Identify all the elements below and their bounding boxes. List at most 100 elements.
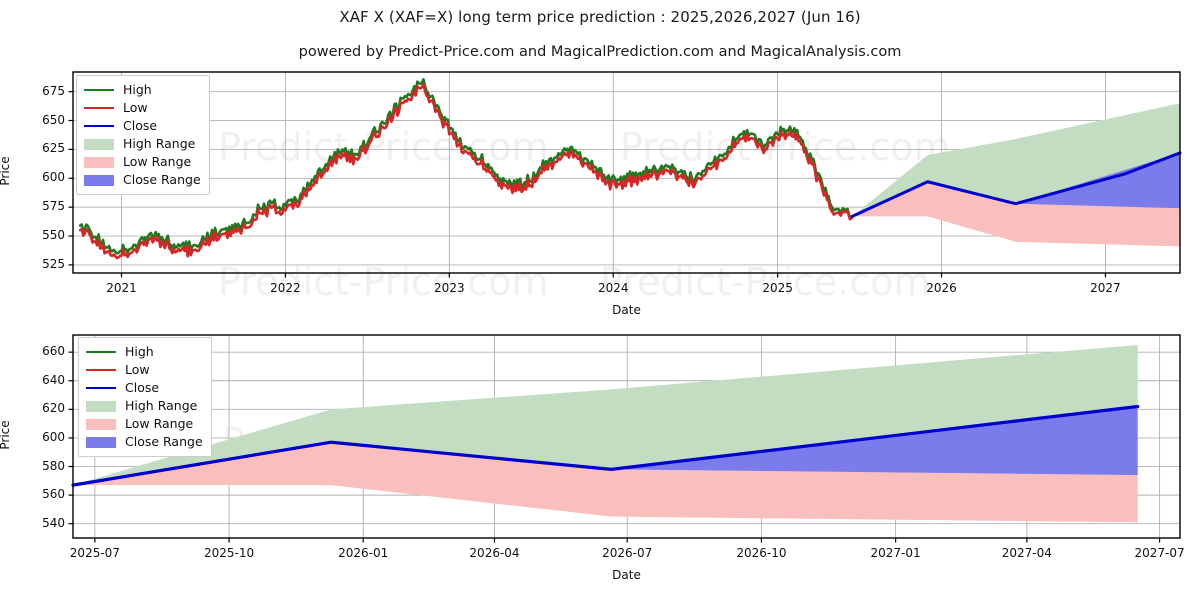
plot-frame	[72, 334, 1181, 539]
legend-swatch-icon	[86, 400, 116, 412]
x-tick-label: 2026-04	[469, 546, 520, 560]
series-high-line	[78, 78, 854, 255]
legend-swatch-icon	[86, 436, 116, 448]
band-close-range	[852, 152, 1180, 217]
overview-x-axis-label: Date	[612, 303, 641, 317]
y-tick-label: 540	[42, 515, 65, 530]
band-high-range	[852, 103, 1180, 217]
legend-swatch-icon	[84, 84, 114, 96]
legend-item-label: High	[123, 82, 152, 97]
legend-patch-sample	[86, 437, 116, 448]
x-tick-label: 2023	[434, 281, 465, 295]
y-tick-label: 600	[42, 429, 65, 444]
legend-swatch-icon	[86, 364, 116, 376]
y-tick-label: 525	[42, 256, 65, 271]
legend-patch-sample	[84, 157, 114, 168]
legend-swatch-icon	[84, 120, 114, 132]
series-close-line	[71, 404, 1140, 487]
figure-subtitle: powered by Predict-Price.com and Magical…	[298, 44, 902, 60]
x-tick-label: 2025-07	[69, 546, 120, 560]
legend-swatch-icon	[84, 174, 114, 186]
x-tick-label: 2027-04	[1001, 546, 1052, 560]
legend-line-sample	[86, 369, 116, 371]
legend-item-low-range: Low Range	[86, 415, 203, 433]
legend-swatch-icon	[84, 138, 114, 150]
legend-line-sample	[84, 89, 114, 91]
legend-item-label: High	[125, 344, 154, 359]
legend-item-close-range: Close Range	[84, 171, 201, 189]
y-tick-label: 675	[42, 83, 65, 98]
x-tick-label: 2021	[106, 281, 137, 295]
y-tick-label: 560	[42, 487, 65, 502]
y-tick-label: 660	[42, 344, 65, 359]
x-tick-label: 2026	[926, 281, 957, 295]
legend-item-high: High	[86, 343, 203, 361]
y-tick-label: 650	[42, 112, 65, 127]
band-high-range	[73, 345, 1138, 486]
series-close-line	[850, 151, 1182, 218]
legend-line-sample	[86, 387, 116, 389]
legend-patch-sample	[86, 401, 116, 412]
legend-item-label: High Range	[123, 136, 196, 151]
y-tick-label: 620	[42, 401, 65, 416]
x-tick-label: 2026-07	[602, 546, 653, 560]
legend-line-sample	[86, 351, 116, 353]
watermark-text: Predict-Price.com	[218, 260, 549, 304]
band-close-range	[73, 406, 1138, 486]
x-tick-label: 2027	[1090, 281, 1121, 295]
overview-legend: High Low Close High Range Low Range Close Ran…	[76, 75, 210, 195]
legend-item-label: Low Range	[123, 154, 192, 169]
legend-item-label: Low Range	[125, 416, 194, 431]
legend-item-close: Close	[86, 379, 203, 397]
legend-item-close: Close	[84, 117, 201, 135]
series-low-line	[78, 82, 854, 260]
legend-item-high: High	[84, 81, 201, 99]
band-low-range	[73, 442, 1138, 523]
legend-item-label: High Range	[125, 398, 198, 413]
legend-item-low: Low	[86, 361, 203, 379]
band-low-range	[852, 181, 1180, 247]
y-tick-label: 640	[42, 372, 65, 387]
legend-item-high-range: High Range	[86, 397, 203, 415]
legend-patch-sample	[84, 175, 114, 186]
x-tick-label: 2025-10	[203, 546, 255, 560]
legend-line-sample	[84, 107, 114, 109]
x-tick-label: 2027-01	[870, 546, 921, 560]
legend-item-high-range: High Range	[84, 135, 201, 153]
y-tick-label: 600	[42, 170, 65, 185]
legend-patch-sample	[86, 419, 116, 430]
overview-chart-canvas: Predict-Price.com Predict-Price.com Predic…	[68, 71, 1182, 304]
legend-item-label: Close Range	[123, 172, 201, 187]
legend-item-label: Low	[125, 362, 150, 377]
legend-line-sample	[84, 125, 114, 127]
x-tick-label: 2024	[597, 281, 629, 295]
legend-swatch-icon	[86, 418, 116, 430]
y-tick-label: 625	[42, 141, 65, 156]
x-tick-label: 2022	[270, 281, 301, 295]
y-tick-label: 575	[42, 199, 65, 214]
legend-item-low-range: Low Range	[84, 153, 201, 171]
y-tick-label: 550	[42, 228, 65, 243]
x-tick-label: 2025	[762, 281, 793, 295]
figure-title: XAF X (XAF=X) long term price prediction…	[339, 8, 861, 26]
legend-item-label: Close Range	[125, 434, 203, 449]
legend-item-close-range: Close Range	[86, 433, 203, 451]
legend-swatch-icon	[84, 156, 114, 168]
x-tick-label: 2027-07	[1134, 546, 1185, 560]
legend-item-label: Close	[125, 380, 160, 395]
legend-item-low: Low	[84, 99, 201, 117]
forecast-detail-legend: High Low Close High Range Low Range Close Ran…	[78, 337, 212, 457]
legend-patch-sample	[84, 139, 114, 150]
x-tick-label: 2026-10	[736, 546, 787, 560]
x-tick-label: 2026-01	[338, 546, 389, 560]
plot-frame	[72, 71, 1181, 274]
legend-item-label: Low	[123, 100, 148, 115]
legend-item-label: Close	[123, 118, 158, 133]
watermark-text: Predict-Price.com	[600, 260, 931, 304]
watermark-text: Predict-Price.com	[218, 125, 549, 169]
legend-swatch-icon	[84, 102, 114, 114]
y-tick-label: 580	[42, 458, 65, 473]
forecast-detail-x-axis-label: Date	[612, 568, 641, 582]
legend-swatch-icon	[86, 346, 116, 358]
